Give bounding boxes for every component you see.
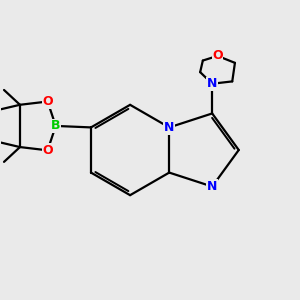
- Text: B: B: [51, 119, 61, 132]
- Text: O: O: [42, 95, 53, 108]
- Text: N: N: [207, 77, 217, 90]
- Text: N: N: [207, 180, 217, 193]
- Text: O: O: [212, 50, 223, 62]
- Text: N: N: [164, 121, 174, 134]
- Text: O: O: [42, 144, 53, 157]
